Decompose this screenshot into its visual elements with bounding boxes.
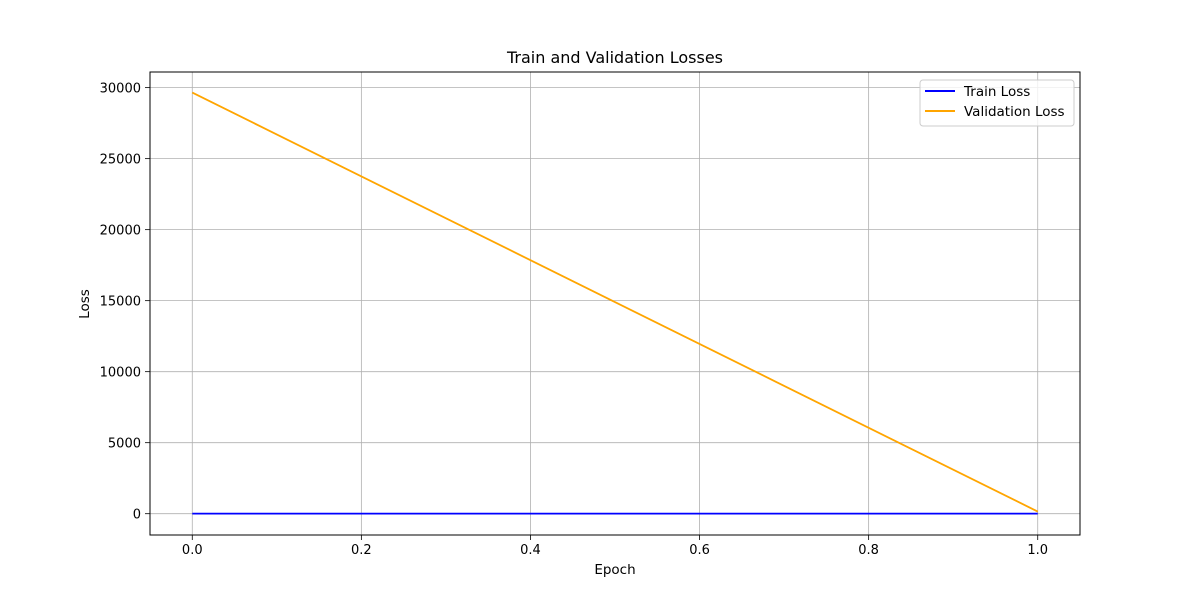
x-tick-label: 0.2 (351, 543, 372, 558)
legend: Train Loss Validation Loss (920, 80, 1074, 126)
y-tick-label: 10000 (100, 366, 141, 381)
x-tick-label: 0.4 (520, 543, 541, 558)
y-tick-label: 5000 (108, 437, 141, 452)
legend-label-train-loss: Train Loss (963, 84, 1030, 100)
x-tick-label: 1.0 (1027, 543, 1048, 558)
legend-label-validation-loss: Validation Loss (964, 104, 1065, 120)
x-axis-label: Epoch (594, 562, 635, 578)
y-tick-label: 20000 (100, 224, 141, 239)
y-tick-label: 15000 (100, 295, 141, 310)
x-tick-label: 0.0 (182, 543, 203, 558)
x-tick-label: 0.6 (689, 543, 710, 558)
y-tick-label: 25000 (100, 153, 141, 168)
y-tick-label: 0 (133, 508, 141, 523)
y-axis-label: Loss (77, 289, 93, 319)
y-tick-label: 30000 (100, 82, 141, 97)
chart-title: Train and Validation Losses (506, 48, 723, 67)
x-tick-label: 0.8 (858, 543, 879, 558)
